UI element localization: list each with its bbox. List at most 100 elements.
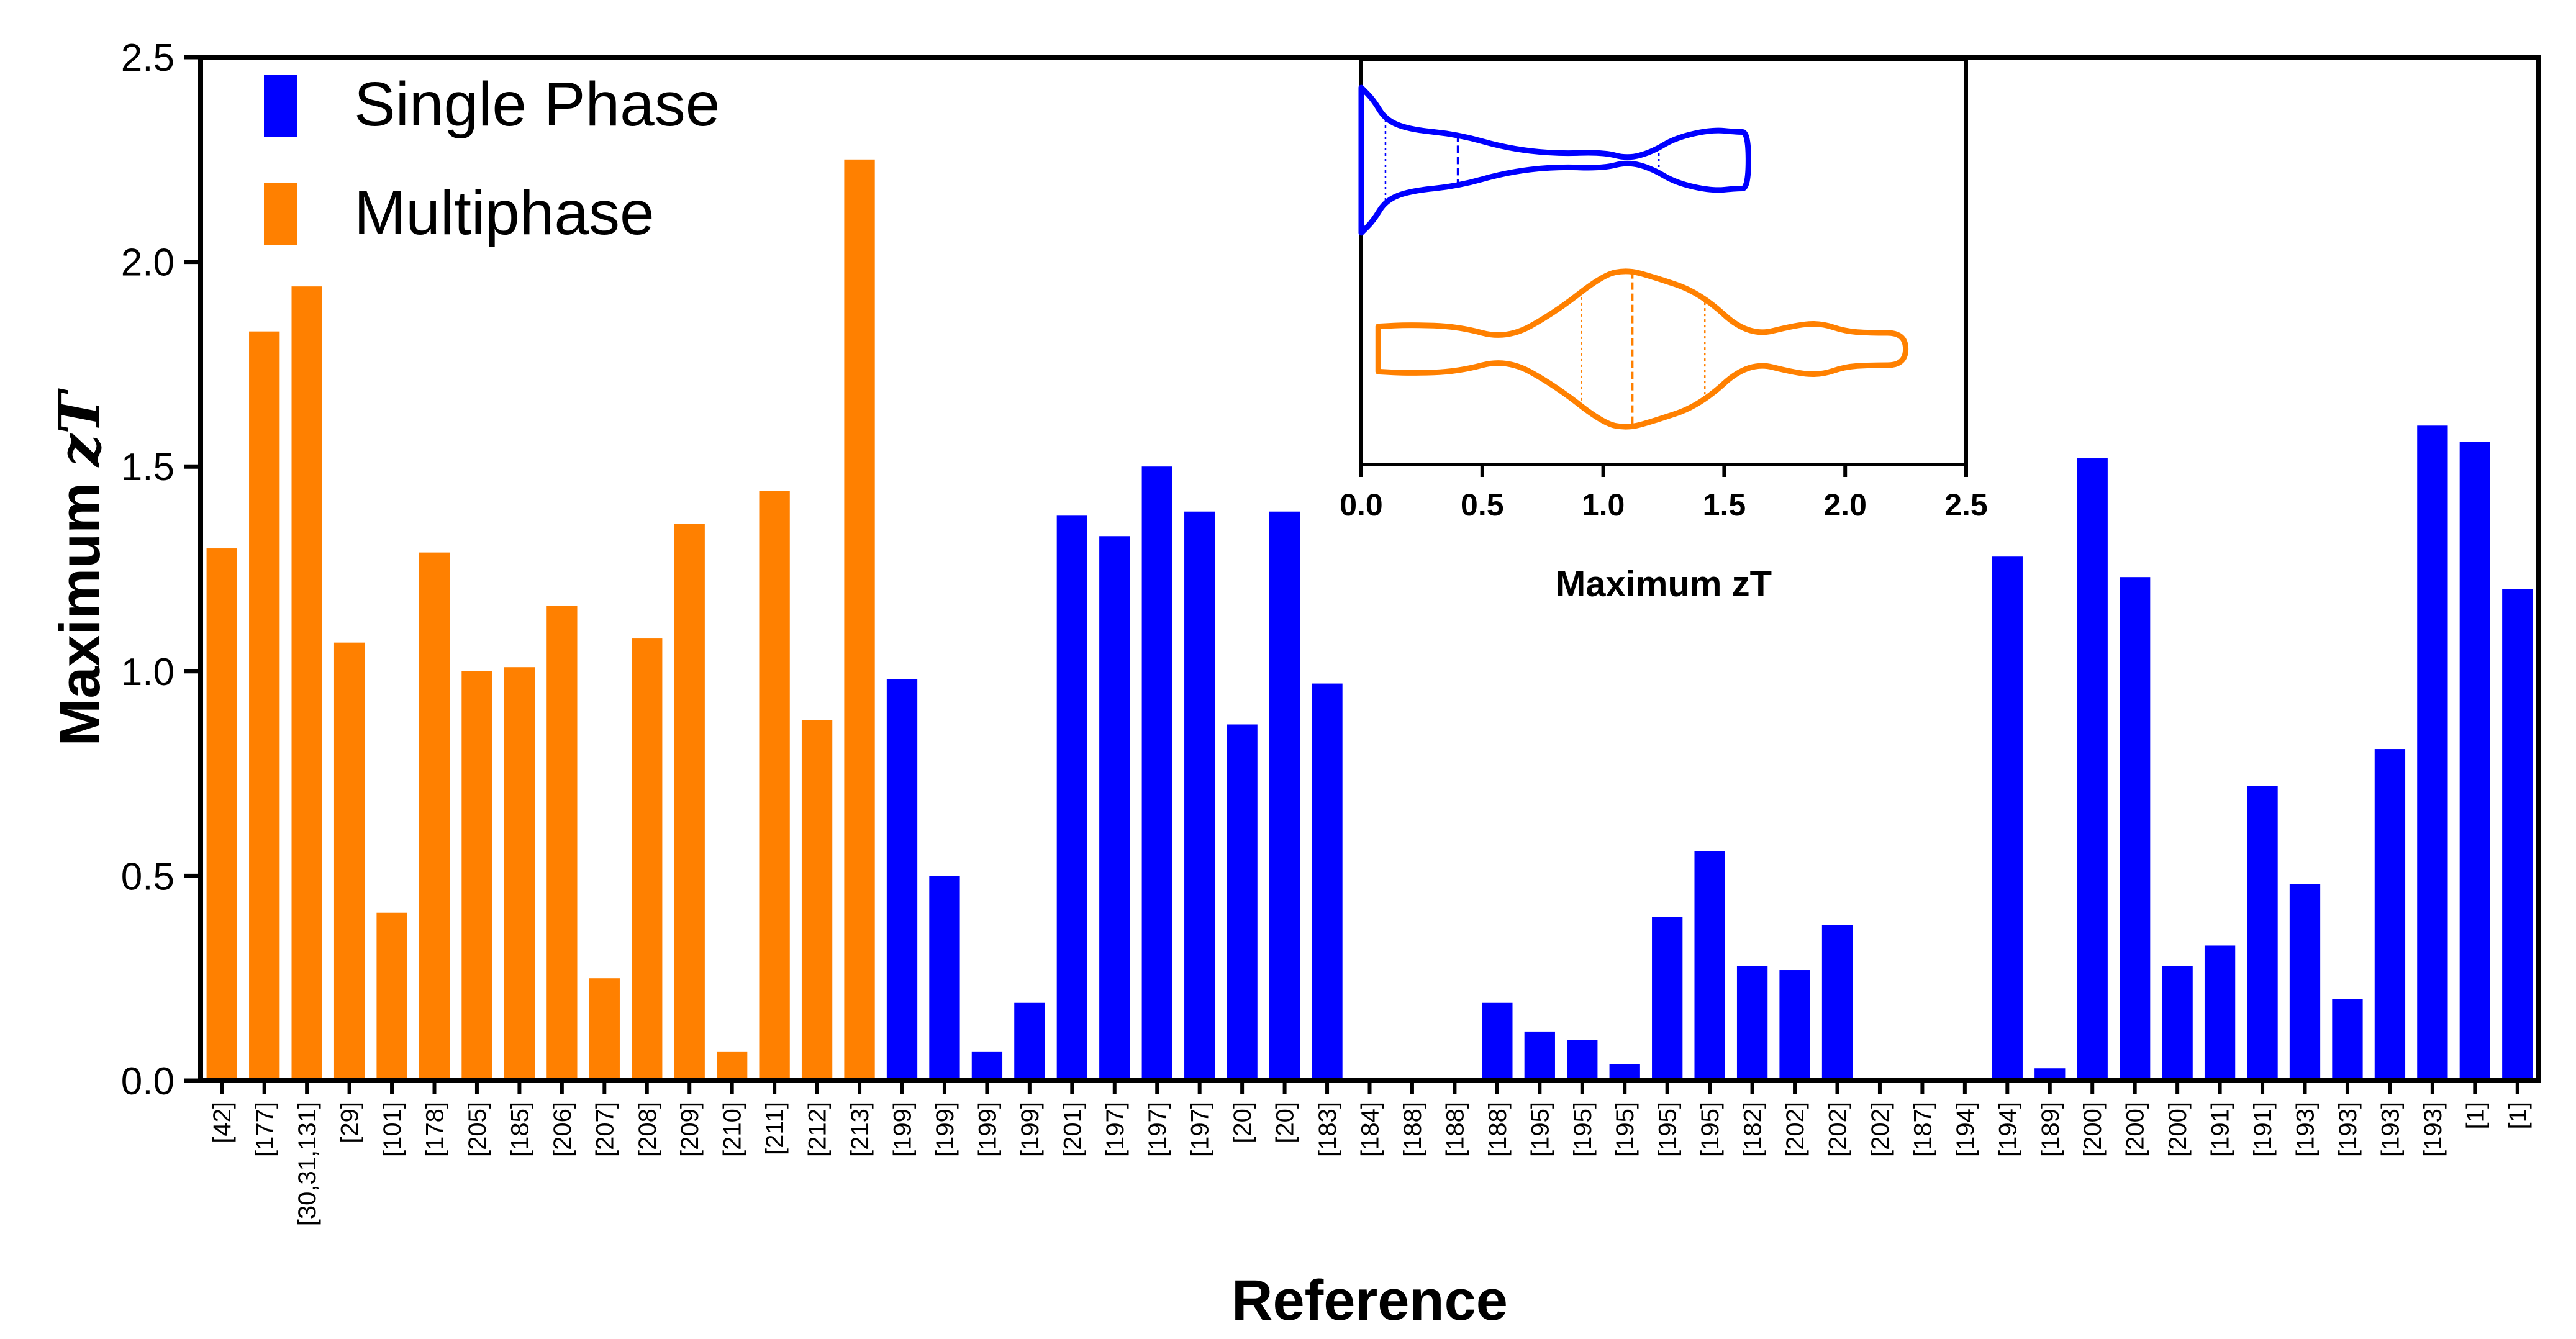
bar-8 — [546, 606, 578, 1081]
bar-15 — [844, 159, 875, 1081]
x-axis-title: Reference — [1231, 1269, 1508, 1332]
y-tick-label-3: 1.5 — [121, 446, 175, 489]
bar-17 — [929, 876, 960, 1081]
inset-tick-label-2: 1.0 — [1582, 488, 1625, 522]
x-tick-label-26: [183] — [1314, 1102, 1341, 1157]
x-tick-label-51: [193] — [2377, 1102, 2404, 1157]
bar-30 — [1482, 1002, 1513, 1081]
y-tick-label-4: 2.0 — [121, 242, 175, 284]
x-tick-label-37: [202] — [1782, 1102, 1809, 1157]
x-tick-label-13: [211] — [761, 1102, 789, 1155]
bar-42 — [1992, 556, 2023, 1081]
x-tick-label-34: [195] — [1654, 1102, 1682, 1157]
x-tick-label-41: [194] — [1952, 1102, 1979, 1157]
x-tick-label-31: [195] — [1526, 1102, 1554, 1157]
bar-34 — [1652, 917, 1683, 1081]
legend: Single Phase Multiphase — [264, 70, 720, 248]
bar-38 — [1821, 925, 1853, 1081]
x-tick-label-21: [197] — [1102, 1102, 1129, 1157]
x-tick-label-35: [195] — [1697, 1102, 1724, 1157]
bar-16 — [886, 679, 918, 1081]
y-ticks: 0.0 0.5 1.0 1.5 2.0 2.5 — [121, 37, 201, 1103]
x-tick-label-24: [20] — [1229, 1102, 1256, 1143]
bar-14 — [801, 720, 833, 1081]
bar-45 — [2120, 577, 2151, 1081]
x-tick-label-7: [185] — [506, 1102, 533, 1157]
x-tick-label-47: [191] — [2207, 1102, 2234, 1157]
bar-22 — [1141, 466, 1172, 1081]
x-tick-label-20: [201] — [1059, 1102, 1086, 1157]
x-tick-label-49: [193] — [2292, 1102, 2320, 1157]
x-tick-label-44: [200] — [2079, 1102, 2107, 1157]
violin-1 — [1375, 268, 1909, 430]
y-axis-title: Maximum zT — [46, 388, 113, 746]
x-tick-label-14: [212] — [804, 1102, 832, 1157]
x-tick-label-19: [199] — [1017, 1102, 1044, 1157]
bar-10 — [632, 638, 663, 1081]
bar-35 — [1694, 851, 1725, 1081]
bar-20 — [1056, 515, 1087, 1081]
x-tick-label-3: [29] — [337, 1102, 364, 1143]
x-tick-label-15: [213] — [846, 1102, 874, 1157]
bar-5 — [419, 552, 450, 1081]
x-tick-label-46: [200] — [2164, 1102, 2192, 1157]
x-tick-label-52: [193] — [2420, 1102, 2447, 1157]
x-tick-label-8: [206] — [549, 1102, 576, 1157]
bar-12 — [717, 1051, 748, 1081]
inset-x-ticks: 0.0 0.5 1.0 1.5 2.0 2.5 — [1340, 465, 1988, 522]
inset-tick-label-1: 0.5 — [1461, 488, 1504, 522]
bar-33 — [1609, 1064, 1640, 1081]
bar-0 — [206, 548, 237, 1081]
x-tick-label-36: [182] — [1739, 1102, 1767, 1157]
bar-3 — [333, 642, 365, 1081]
x-tick-label-16: [199] — [889, 1102, 917, 1157]
legend-label-1: Multiphase — [354, 178, 655, 248]
x-tick-label-4: [101] — [379, 1102, 406, 1157]
x-tick-label-29: [188] — [1441, 1102, 1469, 1157]
inset-tick-label-0: 0.0 — [1340, 488, 1383, 522]
bar-46 — [2162, 966, 2193, 1081]
bar-18 — [971, 1051, 1003, 1081]
x-tick-label-18: [199] — [974, 1102, 1001, 1157]
x-tick-label-42: [194] — [1994, 1102, 2021, 1157]
x-tick-label-12: [210] — [719, 1102, 746, 1157]
x-tick-label-1: [177] — [252, 1102, 279, 1157]
bar-11 — [674, 524, 705, 1081]
x-tick-label-43: [189] — [2037, 1102, 2064, 1157]
bar-25 — [1269, 511, 1300, 1081]
bar-54 — [2502, 589, 2533, 1081]
bar-23 — [1184, 511, 1215, 1081]
inset-tick-label-3: 1.5 — [1703, 488, 1746, 522]
x-tick-label-2: [30,31,131] — [294, 1102, 321, 1226]
x-tick-label-28: [188] — [1399, 1102, 1426, 1157]
main-plot: 0.00.51.01.52.02.5 [42] [177] [30,31,131][… — [46, 37, 2541, 1332]
bar-52 — [2417, 425, 2448, 1081]
bar-19 — [1014, 1002, 1045, 1081]
x-tick-label-25: [20] — [1272, 1102, 1299, 1143]
bar-31 — [1524, 1031, 1555, 1081]
bars-group — [206, 159, 2533, 1081]
y-tick-label-0: 0.0 — [121, 1060, 175, 1103]
x-tick-label-17: [199] — [932, 1102, 959, 1157]
x-tick-label-32: [195] — [1569, 1102, 1597, 1157]
x-tick-label-30: [188] — [1484, 1102, 1512, 1157]
bar-53 — [2459, 442, 2490, 1081]
violins-group — [1358, 84, 1909, 430]
x-tick-label-5: [178] — [422, 1102, 449, 1157]
bar-47 — [2204, 945, 2236, 1081]
bar-2 — [291, 286, 322, 1081]
violin-0 — [1358, 84, 1751, 236]
bar-7 — [504, 667, 535, 1081]
y-axis-title-variable: zT — [46, 388, 113, 468]
x-tick-label-0: [42] — [209, 1102, 236, 1143]
x-tick-label-39: [202] — [1867, 1102, 1894, 1157]
bar-36 — [1736, 966, 1768, 1081]
x-tick-label-9: [207] — [591, 1102, 619, 1157]
x-tick-label-48: [191] — [2249, 1102, 2277, 1157]
bar-9 — [589, 978, 620, 1081]
x-tick-label-22: [197] — [1144, 1102, 1171, 1157]
y-tick-label-2: 1.0 — [121, 651, 175, 694]
x-tick-label-50: [193] — [2334, 1102, 2362, 1157]
bar-48 — [2247, 786, 2278, 1081]
bar-49 — [2289, 884, 2321, 1081]
